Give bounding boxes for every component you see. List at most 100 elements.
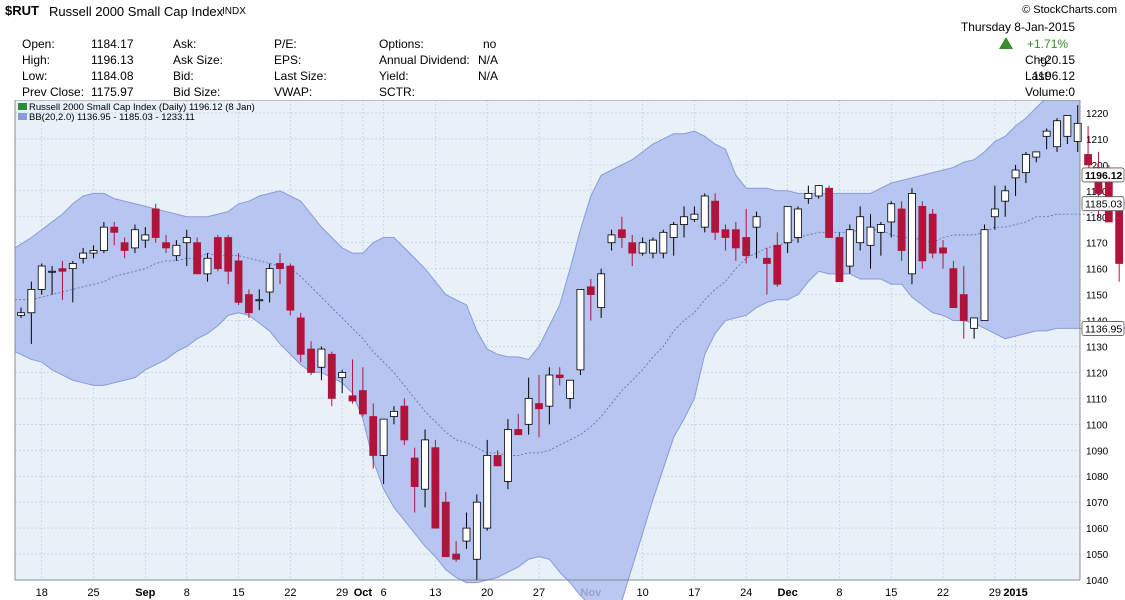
candle-body[interactable]	[141, 234, 150, 241]
candle-body[interactable]	[286, 265, 295, 311]
candle-body[interactable]	[742, 237, 751, 257]
candle-body[interactable]	[27, 289, 36, 314]
candle-body[interactable]	[99, 226, 108, 251]
candle-body[interactable]	[825, 187, 833, 238]
candle-body[interactable]	[131, 229, 139, 249]
candle-body[interactable]	[814, 185, 823, 197]
candle-body[interactable]	[462, 527, 471, 542]
candle-body[interactable]	[939, 247, 947, 254]
candle-body[interactable]	[307, 348, 315, 373]
candle-body[interactable]	[1001, 190, 1010, 202]
candle-body[interactable]	[493, 455, 502, 467]
candle-body[interactable]	[835, 237, 844, 283]
candle-body[interactable]	[773, 244, 782, 285]
candle-body[interactable]	[980, 229, 989, 321]
candle-body[interactable]	[866, 226, 875, 246]
candle-body[interactable]	[628, 242, 637, 254]
candle-body[interactable]	[203, 257, 212, 275]
candle-body[interactable]	[1063, 115, 1072, 137]
candle-body[interactable]	[794, 208, 802, 238]
candle-body[interactable]	[89, 250, 98, 254]
candle-body[interactable]	[265, 268, 274, 293]
price-chart[interactable]: 1040 1050 1060 1070 1080 1090 1100 1110 1120 1130…	[0, 100, 1125, 600]
candle-body[interactable]	[876, 224, 885, 233]
candle-body[interactable]	[897, 208, 906, 251]
candle-body[interactable]	[680, 216, 688, 225]
candle-body[interactable]	[711, 200, 720, 233]
candle-body[interactable]	[638, 242, 647, 254]
candle-body[interactable]	[669, 224, 678, 238]
candle-body[interactable]	[172, 244, 181, 257]
candle-body[interactable]	[949, 268, 958, 308]
candle-body[interactable]	[1022, 154, 1030, 174]
candle-body[interactable]	[452, 553, 461, 560]
candle-body[interactable]	[48, 270, 56, 273]
candle-body[interactable]	[887, 203, 896, 223]
candle-body[interactable]	[555, 374, 564, 379]
candle-body[interactable]	[524, 397, 533, 425]
candle-body[interactable]	[576, 289, 585, 371]
copyright-link[interactable]: © StockCharts.com	[1022, 4, 1117, 16]
candle-body[interactable]	[120, 242, 129, 251]
candle-body[interactable]	[151, 208, 160, 238]
candle-body[interactable]	[37, 265, 46, 290]
candle-body[interactable]	[431, 447, 440, 529]
candle-body[interactable]	[234, 260, 243, 303]
candle-body[interactable]	[1042, 130, 1051, 137]
candle-body[interactable]	[1084, 154, 1092, 166]
candle-body[interactable]	[763, 257, 771, 264]
candle-body[interactable]	[1053, 120, 1061, 148]
candle-body[interactable]	[358, 390, 367, 415]
candle-body[interactable]	[928, 213, 937, 254]
candle-body[interactable]	[182, 237, 191, 244]
candle-body[interactable]	[752, 216, 761, 228]
candle-body[interactable]	[918, 205, 927, 262]
candle-body[interactable]	[1115, 208, 1124, 264]
candle-body[interactable]	[79, 252, 88, 259]
candle-body[interactable]	[58, 268, 67, 272]
candle-body[interactable]	[390, 410, 398, 417]
candle-body[interactable]	[483, 455, 492, 529]
candle-body[interactable]	[410, 457, 419, 487]
candle-body[interactable]	[224, 237, 233, 272]
candle-body[interactable]	[970, 317, 979, 329]
candle-body[interactable]	[213, 237, 222, 270]
candle-body[interactable]	[721, 229, 730, 238]
candle-body[interactable]	[545, 374, 554, 407]
candle-body[interactable]	[597, 273, 606, 308]
candle-body[interactable]	[908, 193, 916, 275]
candle-body[interactable]	[731, 229, 740, 249]
candle-body[interactable]	[845, 229, 854, 267]
candle-body[interactable]	[338, 372, 347, 379]
candle-body[interactable]	[472, 501, 481, 560]
candle-body[interactable]	[1073, 122, 1082, 142]
candle-body[interactable]	[535, 403, 543, 410]
candle-body[interactable]	[514, 429, 523, 436]
candle-body[interactable]	[193, 242, 202, 275]
candle-body[interactable]	[617, 229, 626, 238]
candle-body[interactable]	[296, 317, 305, 355]
candle-body[interactable]	[700, 195, 709, 228]
candle-body[interactable]	[276, 263, 284, 270]
candle-body[interactable]	[162, 242, 170, 249]
candle-body[interactable]	[1011, 169, 1020, 179]
candle-body[interactable]	[379, 418, 388, 456]
candle-body[interactable]	[317, 348, 326, 368]
candle-body[interactable]	[1032, 151, 1041, 158]
candle-body[interactable]	[690, 213, 699, 220]
candle-body[interactable]	[255, 299, 264, 302]
candle-body[interactable]	[804, 193, 813, 199]
candle-body[interactable]	[441, 501, 450, 558]
candle-body[interactable]	[959, 294, 968, 321]
candle-body[interactable]	[990, 208, 999, 218]
candle-body[interactable]	[649, 239, 657, 254]
candle-body[interactable]	[783, 205, 792, 244]
candle-body[interactable]	[400, 405, 409, 441]
candle-body[interactable]	[110, 226, 119, 233]
candle-body[interactable]	[327, 353, 336, 399]
candle-body[interactable]	[856, 216, 865, 244]
candle-body[interactable]	[245, 294, 253, 314]
candle-body[interactable]	[586, 286, 595, 295]
candle-body[interactable]	[348, 395, 357, 402]
candle-body[interactable]	[369, 416, 378, 456]
